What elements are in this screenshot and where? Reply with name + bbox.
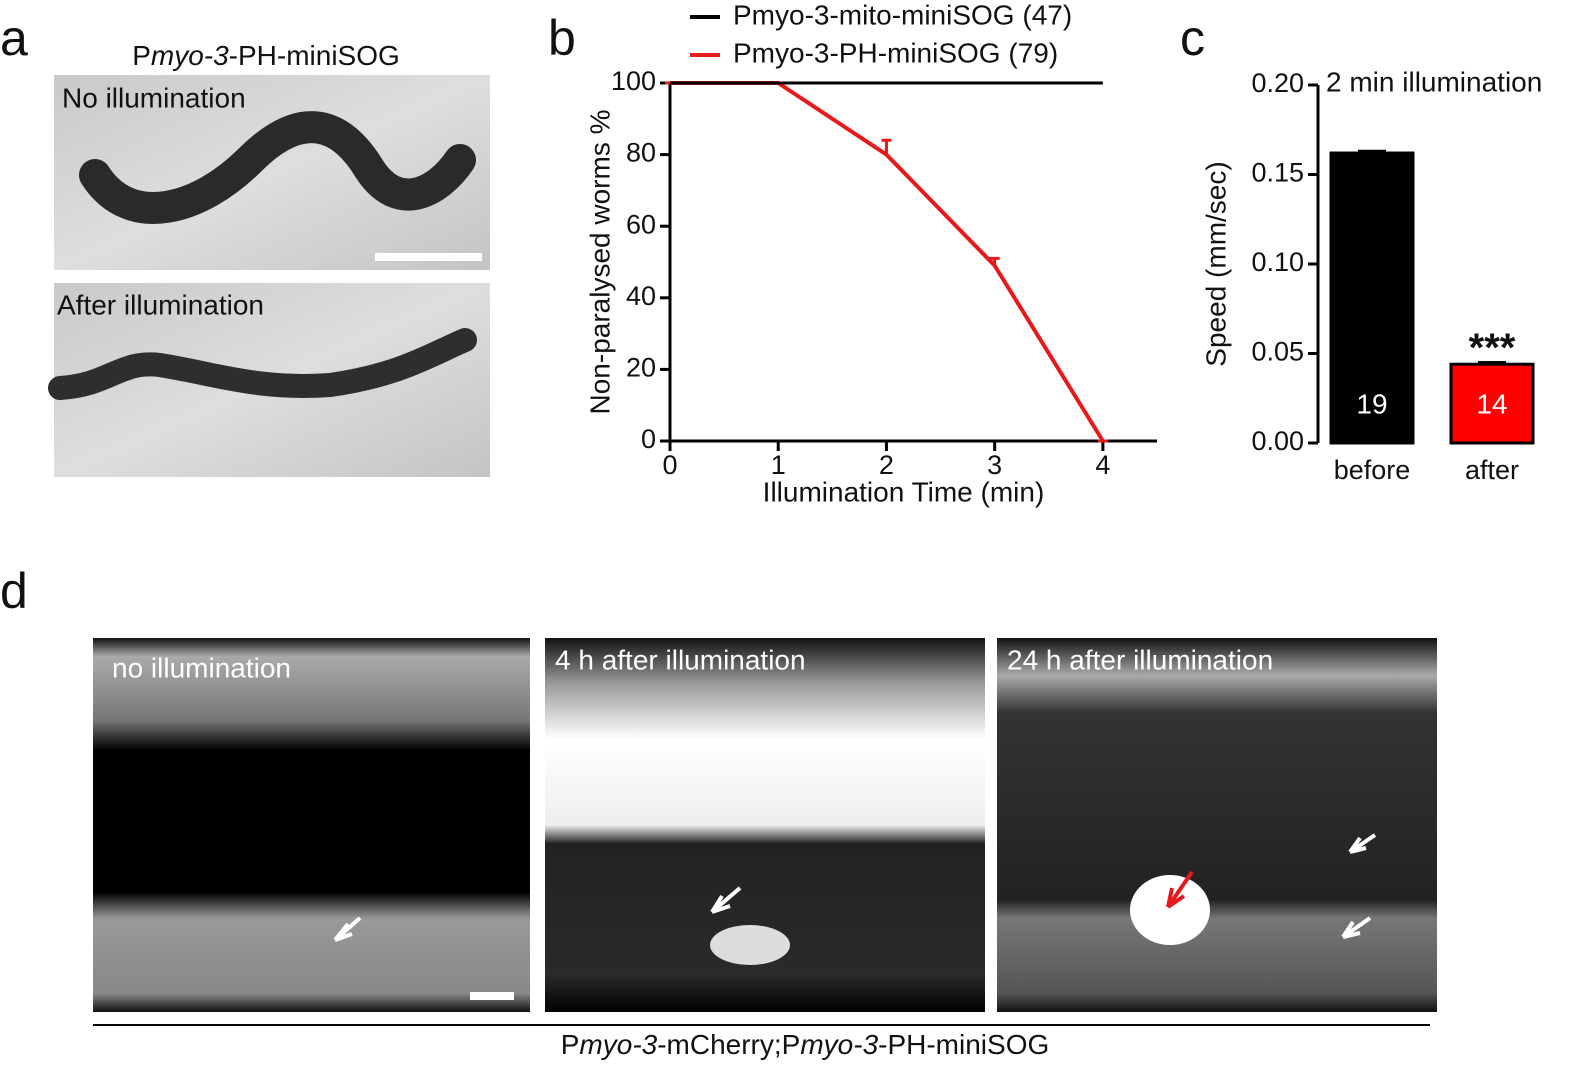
title-part: myo-3 [151,40,229,71]
y-tick-label: 60 [626,209,656,239]
scale-bar [375,253,482,261]
micrograph [997,638,1437,1012]
y-tick-label: 0.05 [1251,337,1304,367]
panel-label: c [1180,10,1205,66]
x-tick-label: 3 [987,450,1002,480]
image-label: No illumination [62,82,246,113]
y-tick-label: 0 [641,424,656,454]
significance: *** [1469,326,1516,370]
y-axis-label: Speed (mm/sec) [1200,161,1231,366]
micrograph [93,638,530,1012]
title-part: -PH-miniSOG [229,40,400,71]
n-label: 19 [1356,388,1387,419]
caption-part: -PH-miniSOG [878,1029,1049,1060]
x-tick-label: 2 [879,450,894,480]
image-label: After illumination [57,289,264,320]
image-label: 24 h after illumination [1007,644,1273,675]
y-tick-label: 80 [626,138,656,168]
worm [48,328,477,400]
error-bar [1358,149,1386,154]
panel-title: Pmyo-3-PH-miniSOG [132,40,400,71]
y-axis-label: Non-paralysed worms % [584,110,615,415]
chart-title: 2 min illumination [1326,66,1542,97]
image-label: 4 h after illumination [555,644,806,675]
blob [710,925,790,965]
panel-label: d [0,563,28,619]
y-tick-label: 0.00 [1251,426,1304,456]
n-label: 14 [1476,388,1507,419]
legend-label: Pmyo-3-PH-miniSOG (79) [733,37,1058,68]
x-tick-label: after [1465,455,1519,485]
scale-bar [470,992,514,1000]
x-tick-label: 4 [1095,450,1110,480]
y-tick-label: 40 [626,281,656,311]
x-tick-label: before [1334,455,1411,485]
caption-part: P [561,1029,580,1060]
bar [1449,362,1535,445]
caption: Pmyo-3-mCherry;Pmyo-3-PH-miniSOG [561,1029,1050,1060]
x-tick-label: 0 [662,450,677,480]
y-tick-label: 0.20 [1251,68,1304,98]
panel-label: a [0,10,28,66]
micrograph [54,75,490,270]
y-tick-label: 0.10 [1251,247,1304,277]
x-axis-label: Illumination Time (min) [763,476,1045,507]
y-tick-label: 100 [611,66,656,96]
error-bar [989,256,1000,266]
y-tick-label: 0.15 [1251,158,1304,188]
error-bar [1478,360,1506,365]
y-tick-label: 20 [626,353,656,383]
x-tick-label: 1 [771,450,786,480]
title-part: P [132,40,151,71]
caption-part: -mCherry;P [657,1029,800,1060]
worm [79,111,476,224]
arrows [333,833,1377,942]
blob [1130,875,1210,945]
image-label: no illumination [112,652,291,683]
bar [1329,151,1415,445]
series-line [670,81,1105,443]
legend-label: Pmyo-3-mito-miniSOG (47) [733,0,1072,30]
panel-label: b [548,10,576,66]
caption-part: myo-3 [579,1029,657,1060]
caption-part: myo-3 [800,1029,878,1060]
error-bar [881,138,892,155]
